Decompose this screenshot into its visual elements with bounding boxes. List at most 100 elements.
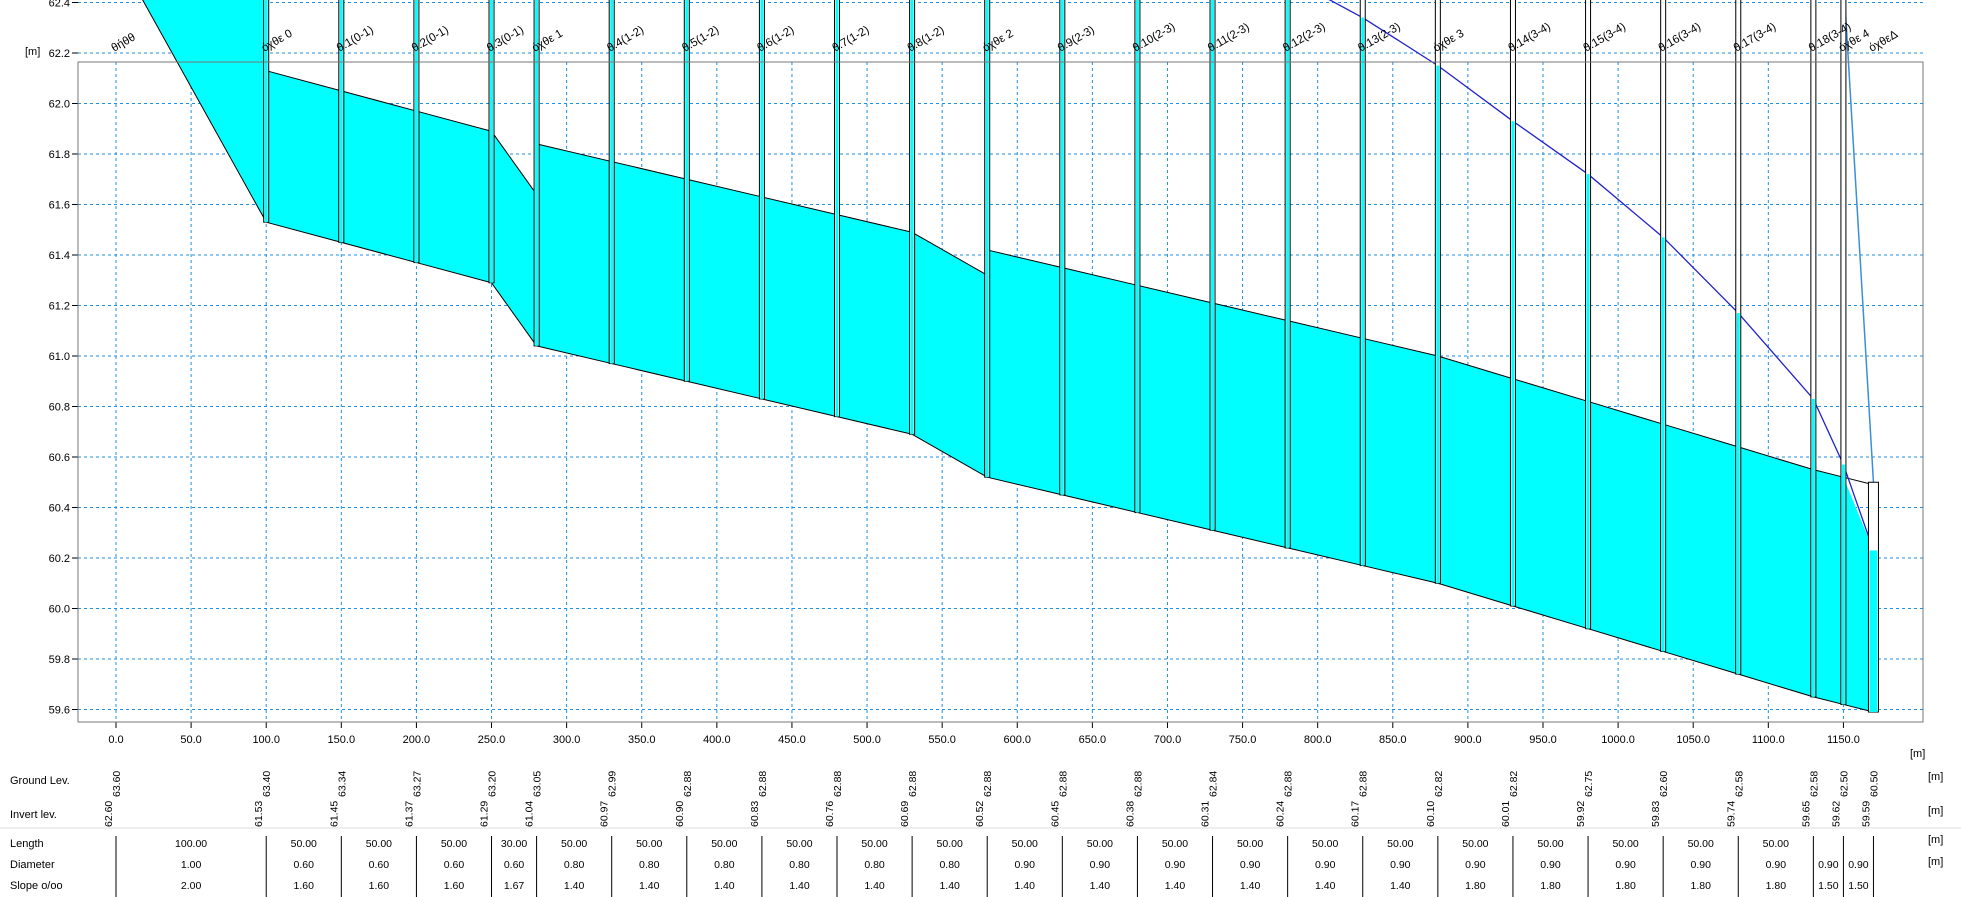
crown-line bbox=[1512, 378, 1589, 402]
segment-slope: 1.80 bbox=[1615, 880, 1636, 892]
invert-line bbox=[1062, 494, 1138, 514]
pipe-segment-fill bbox=[1843, 477, 1874, 713]
segment-slope: 1.80 bbox=[1540, 880, 1561, 892]
segment-diameter: 0.80 bbox=[714, 859, 735, 871]
crown-line bbox=[1062, 267, 1138, 286]
invert-level-value: 59.83 bbox=[1650, 801, 1662, 827]
segment-diameter: 0.80 bbox=[564, 859, 585, 871]
ground-level-value: 63.05 bbox=[532, 771, 544, 797]
manhole-water bbox=[1661, 237, 1665, 652]
segment-slope: 1.80 bbox=[1690, 880, 1711, 892]
y-tick-label: 60.8 bbox=[49, 402, 70, 414]
x-tick-label: 1150.0 bbox=[1827, 734, 1860, 746]
crown-line bbox=[761, 196, 838, 216]
invert-level-value: 60.52 bbox=[974, 801, 986, 827]
pipe-segment-fill bbox=[1738, 446, 1814, 697]
segment-slope: 1.40 bbox=[639, 880, 660, 892]
segment-length: 100.00 bbox=[175, 838, 207, 850]
segment-diameter: 0.80 bbox=[639, 859, 660, 871]
pipe-segment-fill bbox=[1212, 302, 1288, 548]
node-labels: θήθθ όχθε 0 θ.1(0-1) θ.2(0-1) θ.3(0-1) όχθε 1… bbox=[110, 21, 1901, 55]
y-tick-label: 60.6 bbox=[49, 452, 70, 464]
segment-slope: 1.40 bbox=[1390, 880, 1411, 892]
invert-line bbox=[686, 380, 763, 400]
segment-diameter: 0.80 bbox=[789, 859, 810, 871]
segment-diameter: 0.60 bbox=[294, 859, 315, 871]
plot-frame bbox=[77, 61, 1924, 723]
invert-level-value: 61.45 bbox=[328, 801, 340, 827]
manholes bbox=[263, 0, 1879, 713]
manhole-water bbox=[1869, 550, 1878, 713]
x-tick-label: 1000.0 bbox=[1601, 734, 1635, 746]
segment-slope: 1.40 bbox=[1090, 880, 1111, 892]
pipe-segment-fill bbox=[266, 70, 342, 243]
invert-line bbox=[1738, 673, 1814, 698]
segment-slope: 1.40 bbox=[864, 880, 885, 892]
pipe-segment-fill bbox=[341, 90, 417, 263]
ground-level-value: 62.88 bbox=[832, 771, 844, 797]
axes: 0.0 50.0 100.0 150.0 200.0 250.0 300.0 350.0 400… bbox=[49, 0, 1860, 746]
pipe-segment-fill bbox=[761, 196, 838, 417]
x-tick-label: 800.0 bbox=[1304, 734, 1332, 746]
ground-level-value: 62.88 bbox=[1358, 771, 1370, 797]
invert-line bbox=[1813, 696, 1844, 705]
ground-level-value: 63.27 bbox=[411, 771, 423, 797]
crown-line bbox=[1738, 446, 1814, 471]
x-tick-label: 150.0 bbox=[328, 734, 356, 746]
invert-line bbox=[1212, 529, 1288, 549]
crown-line bbox=[491, 130, 537, 195]
segment-diameter: 0.90 bbox=[1848, 859, 1869, 871]
x-tick-label: 650.0 bbox=[1079, 734, 1107, 746]
segment-length: 50.00 bbox=[441, 838, 467, 850]
segment-slope: 1.80 bbox=[1766, 880, 1787, 892]
invert-line bbox=[266, 221, 342, 243]
segment-length: 50.00 bbox=[1312, 838, 1338, 850]
invert-level-value: 59.74 bbox=[1725, 801, 1737, 827]
pipe-segment-fill bbox=[987, 249, 1063, 495]
ground-level-value: 62.88 bbox=[757, 771, 769, 797]
pipe-segment-fill bbox=[1362, 338, 1438, 584]
x-tick-label: 0.0 bbox=[108, 734, 123, 746]
segment-diameter: 0.90 bbox=[1165, 859, 1186, 871]
manhole-water bbox=[490, 0, 494, 283]
segment-slope: 1.40 bbox=[714, 880, 735, 892]
invert-line bbox=[911, 433, 988, 478]
pipe-segment-fill bbox=[1663, 424, 1739, 675]
invert-level-value: 60.38 bbox=[1124, 801, 1136, 827]
invert-level-value: 60.24 bbox=[1275, 801, 1287, 827]
invert-line bbox=[142, 0, 267, 223]
table-unit-length: [m] bbox=[1928, 834, 1943, 846]
segment-diameter: 0.60 bbox=[504, 859, 525, 871]
x-tick-label: 850.0 bbox=[1379, 734, 1407, 746]
segment-diameter: 0.90 bbox=[1540, 859, 1561, 871]
segment-slope: 1.80 bbox=[1465, 880, 1486, 892]
segment-length: 30.00 bbox=[501, 838, 527, 850]
segment-diameter: 0.90 bbox=[1465, 859, 1486, 871]
invert-line bbox=[1512, 605, 1589, 630]
ground-level-value: 62.99 bbox=[607, 771, 619, 797]
manhole-water bbox=[339, 0, 343, 243]
y-tick-label: 60.4 bbox=[49, 503, 70, 515]
x-tick-label: 700.0 bbox=[1154, 734, 1182, 746]
x-tick-label: 1100.0 bbox=[1752, 734, 1785, 746]
y-tick-label: 61.6 bbox=[49, 200, 70, 212]
y-tick-label: 61.8 bbox=[49, 149, 70, 161]
manhole-water bbox=[1361, 17, 1365, 566]
segment-length: 50.00 bbox=[711, 838, 737, 850]
invert-level-value: 61.29 bbox=[479, 801, 491, 827]
invert-line bbox=[1287, 547, 1363, 567]
ground-level-value: 62.58 bbox=[1808, 771, 1820, 797]
ground-level-value: 62.75 bbox=[1583, 771, 1595, 797]
x-tick-label: 950.0 bbox=[1529, 734, 1557, 746]
segment-slope: 1.60 bbox=[294, 880, 315, 892]
segment-slope: 1.67 bbox=[504, 880, 525, 892]
invert-level-value: 59.65 bbox=[1800, 801, 1812, 827]
segment-diameter: 0.80 bbox=[864, 859, 885, 871]
segment-length: 50.00 bbox=[1087, 838, 1113, 850]
segment-length: 50.00 bbox=[1612, 838, 1638, 850]
data-table: Ground Lev. Invert lev. Length Diameter Slop… bbox=[0, 771, 1961, 897]
segment-length: 50.00 bbox=[561, 838, 587, 850]
segment-length: 50.00 bbox=[937, 838, 963, 850]
pipe-segment-fill bbox=[912, 232, 988, 478]
